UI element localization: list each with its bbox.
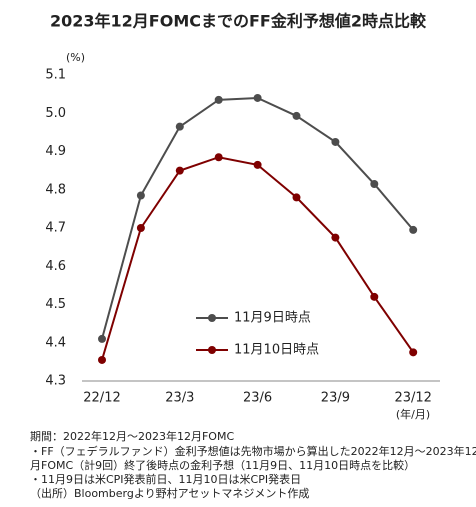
point (175, 166, 184, 175)
point (136, 224, 145, 232)
y-tick-label: 4.8 (45, 182, 66, 197)
y-tick-label: 4.5 (45, 297, 66, 312)
point (370, 180, 379, 189)
point (98, 334, 106, 343)
point (214, 95, 223, 104)
note: （出所）Bloombergより野村アセットマネジメント作成 (30, 486, 309, 500)
point (214, 153, 223, 162)
chart-title: 2023年12月FOMCまでのFF金利予想値2時点比較 (50, 12, 427, 31)
x-tick-label: 22/12 (83, 391, 120, 406)
legend-marker (208, 346, 216, 354)
point (292, 193, 301, 202)
point (331, 233, 340, 242)
point (409, 348, 418, 357)
point (175, 122, 184, 131)
point (98, 355, 106, 364)
point (331, 137, 340, 146)
x-tick-label: 23/6 (243, 391, 272, 406)
x-tick-label: 23/12 (394, 391, 431, 406)
x-unit: (年/月) (396, 407, 430, 421)
note: 期間：2022年12月～2023年12月FOMC (30, 429, 234, 443)
note: ・FF（フェデラルファンド）金利予想値は先物市場から算出した2022年12月～2… (30, 444, 476, 458)
note: 月FOMC（計9回）終了後時点の金利予想（11月9日、11月10日時点を比較） (30, 458, 415, 472)
point (292, 111, 301, 120)
point (253, 93, 262, 102)
y-tick-label: 4.6 (45, 259, 66, 274)
line-series (101, 156, 415, 361)
point (253, 160, 262, 169)
note: ・11月9日は米CPI発表前日、11月10日は米CPI発表日 (30, 472, 301, 486)
y-tick-label: 5.0 (45, 106, 66, 121)
point (370, 292, 379, 301)
point (136, 191, 145, 200)
x-tick-label: 23/9 (321, 391, 350, 406)
x-tick-label: 23/3 (165, 391, 194, 406)
legend-marker (208, 314, 216, 322)
y-tick-label: 4.9 (45, 144, 66, 159)
y-tick-label: 4.3 (45, 374, 66, 389)
point (409, 225, 418, 234)
legend-label: 11月10日時点 (234, 343, 319, 358)
y-tick-label: 4.7 (45, 221, 66, 236)
y-unit: (%) (66, 51, 85, 64)
y-tick-label: 4.4 (45, 335, 66, 350)
legend-label: 11月9日時点 (234, 311, 311, 326)
line-series (101, 96, 414, 340)
y-tick-label: 5.1 (45, 68, 66, 83)
